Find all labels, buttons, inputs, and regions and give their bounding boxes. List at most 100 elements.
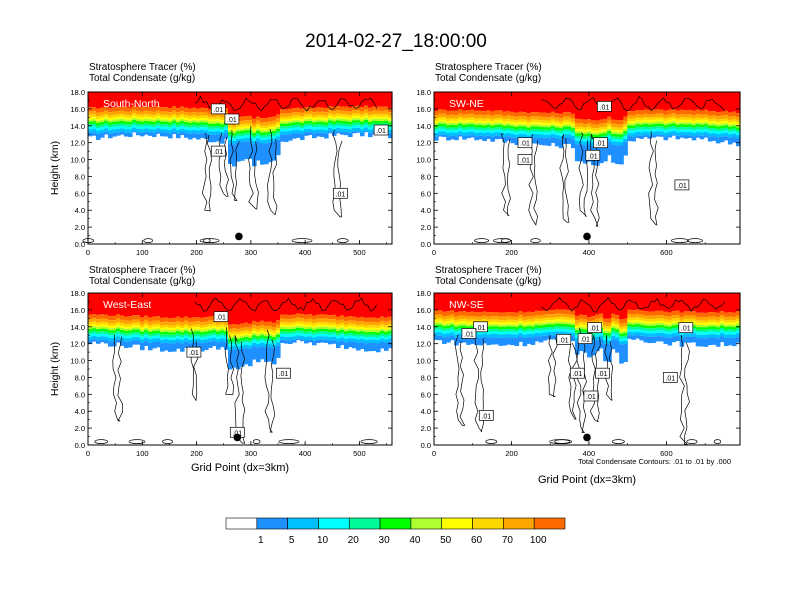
y-tick-label: 10.0 — [70, 156, 85, 165]
colorbar-tick-label: 10 — [316, 535, 329, 546]
contour-label-text: .01 — [213, 149, 223, 156]
y-tick-label: 16.0 — [70, 105, 85, 114]
condensate-contours — [82, 95, 378, 243]
contour-label: .01 — [662, 372, 678, 383]
panel-title-line1: Stratosphere Tracer (%) — [435, 265, 542, 276]
contour-label-text: .01 — [677, 183, 687, 190]
panel-name: West-East — [103, 299, 151, 311]
contour-label-text: .01 — [559, 337, 569, 344]
y-tick-label: 4.0 — [75, 206, 85, 215]
contour-label: .01 — [517, 137, 533, 149]
x-axis: 0 200 400 600 — [432, 293, 706, 458]
y-tick-label: 2.0 — [421, 424, 431, 433]
x-tick-label: 600 — [660, 248, 673, 257]
x-tick-label: 400 — [299, 449, 312, 458]
contour-label: .01 — [186, 346, 202, 358]
y-tick-label: 14.0 — [70, 323, 85, 332]
y-tick-label: 6.0 — [421, 189, 431, 198]
colorbar-tick-label: 60 — [470, 535, 483, 546]
y-axis: 0.0 2.0 4.0 6.0 8.0 10.0 12.0 14.0 16.0 18.0 — [416, 88, 740, 249]
contour-label-text: .01 — [600, 104, 610, 111]
contour-label: .01 — [556, 334, 572, 345]
contour-label: .01 — [478, 410, 494, 421]
y-axis: 0.0 2.0 4.0 6.0 8.0 10.0 12.0 14.0 16.0 18.0 — [70, 289, 392, 450]
contour-label-text: .01 — [596, 141, 606, 148]
colorbar-tick-label: 5 — [288, 535, 295, 546]
y-axis: 0.0 2.0 4.0 6.0 8.0 10.0 12.0 14.0 16.0 18.0 — [416, 289, 740, 450]
tracer-field — [88, 293, 393, 445]
panel-title-line2: Total Condensate (g/kg) — [435, 73, 542, 84]
contour-label: .01 — [224, 113, 240, 125]
y-tick-label: 0.0 — [421, 441, 431, 450]
contour-label-text: .01 — [464, 332, 474, 339]
contour-label-text: .01 — [580, 337, 590, 344]
location-marker — [583, 433, 591, 442]
y-tick-label: 14.0 — [70, 122, 85, 131]
contour-label-text: .01 — [476, 325, 486, 332]
contour-label: .01 — [461, 328, 477, 339]
x-tick-label: 0 — [86, 248, 90, 257]
contour-label: .01 — [587, 322, 603, 333]
contour-label-text: .01 — [572, 371, 582, 378]
x-axis-label: Grid Point (dx=3km) — [190, 462, 290, 474]
x-tick-label: 500 — [353, 449, 366, 458]
x-axis-label: Grid Point (dx=3km) — [537, 474, 637, 486]
y-tick-label: 10.0 — [70, 357, 85, 366]
x-tick-label: 0 — [432, 248, 436, 257]
y-tick-label: 14.0 — [416, 323, 431, 332]
panel-name: South-North — [103, 98, 160, 110]
y-tick-label: 2.0 — [75, 223, 85, 232]
y-tick-label: 6.0 — [75, 189, 85, 198]
x-axis: 0 100 200 300 400 500 — [86, 92, 387, 257]
y-tick-label: 4.0 — [75, 407, 85, 416]
y-axis: 0.0 2.0 4.0 6.0 8.0 10.0 12.0 14.0 16.0 18.0 — [70, 88, 392, 249]
x-axis: 0 100 200 300 400 500 — [86, 293, 387, 458]
panel-title-line2: Total Condensate (g/kg) — [435, 276, 542, 287]
contour-label-text: .01 — [665, 375, 675, 382]
y-tick-label: 0.0 — [75, 240, 85, 249]
colorbar-tick-label: 100 — [529, 535, 547, 546]
panel-title-line2: Total Condensate (g/kg) — [89, 276, 196, 287]
contour-label: .01 — [517, 154, 533, 165]
y-tick-label: 8.0 — [75, 373, 85, 382]
contour-label-text: .01 — [216, 315, 226, 322]
panel-title-line1: Stratosphere Tracer (%) — [89, 62, 196, 73]
y-tick-label: 10.0 — [416, 156, 431, 165]
y-tick-label: 10.0 — [416, 357, 431, 366]
colorbar-tick-label: 20 — [347, 535, 359, 546]
y-tick-label: 12.0 — [70, 340, 85, 349]
y-tick-label: 2.0 — [421, 223, 431, 232]
contour-label: .01 — [678, 322, 694, 333]
colorbar-tick-label: 30 — [378, 535, 390, 546]
contour-label-text: .01 — [590, 326, 600, 333]
contour-label: .01 — [473, 321, 488, 333]
y-tick-label: 12.0 — [416, 340, 431, 349]
location-marker — [583, 232, 591, 241]
y-tick-label: 12.0 — [416, 139, 431, 148]
y-tick-label: 2.0 — [75, 424, 85, 433]
y-tick-label: 6.0 — [421, 390, 431, 399]
x-tick-label: 400 — [583, 248, 596, 257]
contour-label: .01 — [597, 101, 612, 112]
panel-name: SW-NE — [449, 98, 484, 110]
y-tick-label: 0.0 — [75, 441, 85, 450]
y-tick-label: 18.0 — [416, 88, 431, 97]
x-axis: 0 200 400 600 — [432, 92, 706, 257]
x-tick-label: 200 — [505, 248, 518, 257]
x-tick-label: 200 — [190, 248, 203, 257]
contour-label: .01 — [213, 311, 229, 322]
x-tick-label: 0 — [86, 449, 90, 458]
y-tick-label: 8.0 — [421, 373, 431, 382]
contour-label-text: .01 — [213, 107, 223, 114]
contour-note: Total Condensate Contours: .01 to .01 by… — [578, 457, 732, 466]
contour-label: .01 — [569, 367, 585, 379]
y-tick-label: 4.0 — [421, 407, 431, 416]
contour-label: .01 — [333, 187, 348, 199]
contour-label: .01 — [593, 137, 608, 149]
y-tick-label: 4.0 — [421, 206, 431, 215]
contour-label-text: .01 — [598, 371, 608, 378]
contour-label: .01 — [210, 103, 226, 115]
contour-label: .01 — [210, 145, 226, 157]
